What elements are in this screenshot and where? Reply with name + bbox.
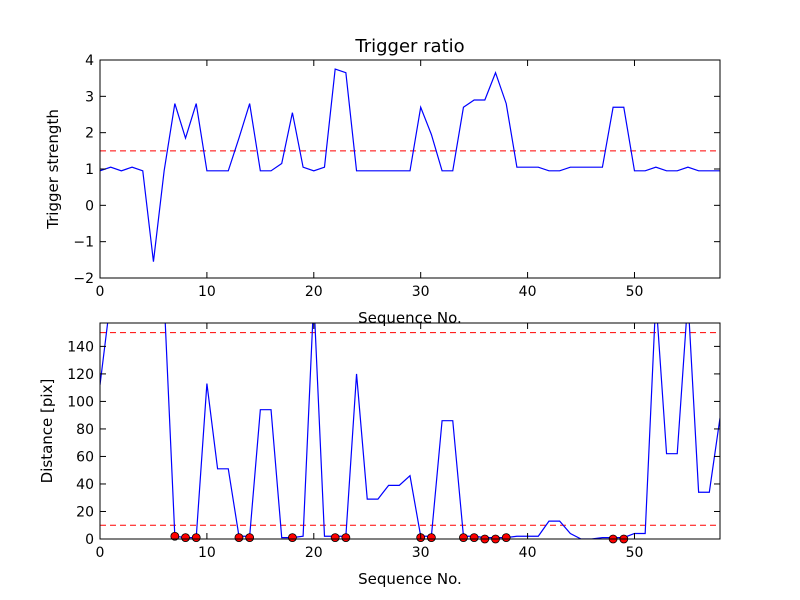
y-axis-label: Trigger strength — [44, 109, 62, 230]
ticks: 0 10 20 30 40 50 −2 −1 0 1 2 3 4 — [73, 53, 720, 300]
data-point-marker — [245, 533, 255, 543]
y-tick-label: 120 — [67, 367, 94, 383]
y-tick-label: 60 — [76, 449, 94, 465]
plot-area — [100, 323, 720, 544]
y-tick-label: 100 — [67, 394, 94, 410]
chart-title: Trigger ratio — [354, 36, 464, 57]
y-tick-label: 2 — [85, 126, 94, 142]
data-point-marker — [234, 533, 244, 543]
trigger-ratio-chart: Trigger ratio Trigger strength Sequence … — [44, 36, 721, 327]
data-series-line — [100, 68, 720, 262]
plot-frame — [99, 322, 721, 540]
data-point-marker — [288, 533, 297, 543]
data-point-marker — [426, 533, 436, 543]
y-tick-label: 40 — [76, 477, 94, 493]
data-point-marker — [330, 533, 340, 543]
y-tick-label: −1 — [73, 235, 94, 251]
ticks: 0 10 20 30 40 50 0 20 40 60 80 100 120 140 — [67, 323, 720, 561]
y-tick-label: −2 — [73, 271, 94, 287]
data-point-marker — [501, 533, 511, 543]
data-point-marker — [341, 533, 351, 543]
x-tick-label: 10 — [198, 545, 216, 561]
x-tick-label: 50 — [626, 545, 644, 561]
x-tick-label: 40 — [519, 545, 537, 561]
data-point-marker — [191, 533, 201, 543]
x-tick-label: 40 — [519, 284, 537, 300]
x-tick-label: 20 — [305, 545, 323, 561]
y-tick-label: 0 — [85, 532, 94, 548]
x-tick-label: 30 — [412, 284, 430, 300]
x-tick-label: 20 — [305, 284, 323, 300]
y-tick-label: 3 — [85, 89, 94, 105]
x-tick-label: 0 — [96, 284, 105, 300]
plot-area — [100, 68, 720, 262]
y-tick-label: 1 — [85, 162, 94, 178]
y-tick-label: 80 — [76, 422, 94, 438]
x-tick-label: 30 — [412, 545, 430, 561]
y-tick-label: 140 — [67, 339, 94, 355]
y-tick-label: 20 — [76, 504, 94, 520]
data-point-marker — [181, 533, 190, 543]
distance-chart: Distance [pix] Sequence No. 0 10 20 30 40 500… — [38, 322, 721, 588]
x-tick-label: 50 — [626, 284, 644, 300]
y-axis-label: Distance [pix] — [38, 379, 56, 484]
x-axis-label: Sequence No. — [358, 570, 462, 588]
x-tick-label: 0 — [96, 545, 105, 561]
data-point-marker — [170, 531, 180, 541]
y-tick-label: 0 — [85, 198, 94, 214]
data-series-line — [100, 323, 720, 539]
x-tick-label: 10 — [198, 284, 216, 300]
x-axis-label: Sequence No. — [358, 309, 462, 327]
data-point-marker — [459, 533, 468, 543]
data-point-marker — [469, 533, 479, 543]
y-tick-label: 4 — [85, 53, 94, 69]
